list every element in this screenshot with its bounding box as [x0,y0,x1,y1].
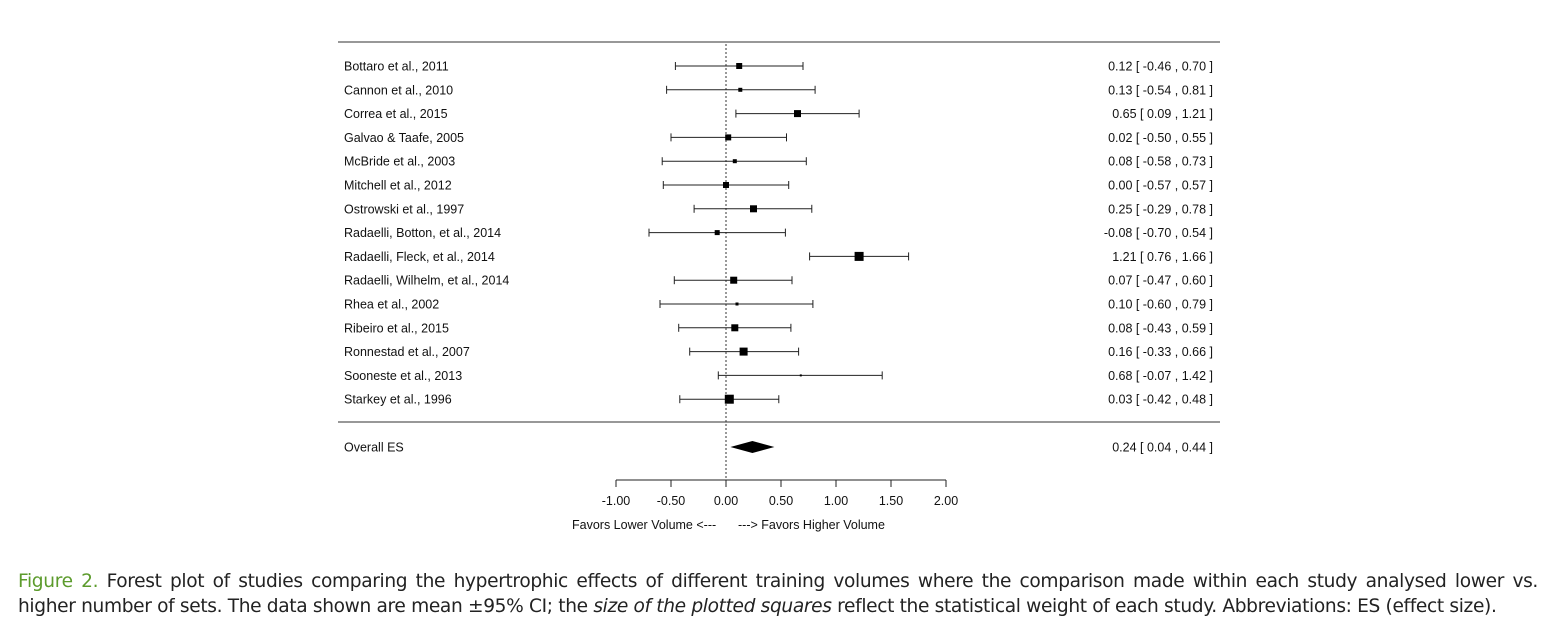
effect-square [725,134,732,141]
study-label: Starkey et al., 1996 [344,393,452,407]
effect-square [799,374,802,377]
effect-square [794,110,801,118]
effect-square [730,276,738,284]
x-tick-label: -1.00 [602,494,631,508]
study-label: McBride et al., 2003 [344,155,455,169]
study-label: Ostrowski et al., 1997 [344,202,464,216]
study-label: Galvao & Taafe, 2005 [344,131,464,145]
effect-ci-text: 0.03 [ -0.42 , 0.48 ] [1108,393,1213,407]
effect-square [854,251,864,261]
effect-ci-text: 0.65 [ 0.09 , 1.21 ] [1112,107,1213,121]
effect-ci-text: 0.25 [ -0.29 , 0.78 ] [1108,202,1213,216]
effect-square [724,394,734,404]
x-tick-label: -0.50 [657,494,686,508]
study-label: Bottaro et al., 2011 [344,60,449,74]
overall-label: Overall ES [344,441,404,455]
overall-diamond [730,441,775,453]
study-label: Sooneste et al., 2013 [344,369,462,383]
figure-caption: Figure 2. Forest plot of studies compari… [18,569,1538,619]
effect-square [736,63,743,69]
effect-square [714,230,720,236]
x-annotation-left: Favors Lower Volume <--- [572,518,716,532]
study-label: Ribeiro et al., 2015 [344,321,449,335]
effect-ci-text: 0.16 [ -0.33 , 0.66 ] [1108,345,1213,359]
x-tick-label: 1.50 [879,494,903,508]
effect-square [735,302,739,306]
figure-label: Figure 2. [18,571,99,592]
effect-ci-text: 0.08 [ -0.43 , 0.59 ] [1108,321,1213,335]
study-label: Radaelli, Fleck, et al., 2014 [344,250,495,264]
x-annotation-right: ---> Favors Higher Volume [738,518,885,532]
effect-ci-text: 0.08 [ -0.58 , 0.73 ] [1108,155,1213,169]
caption-emphasis: size of the plotted squares [593,596,832,617]
x-tick-label: 0.00 [714,494,738,508]
effect-ci-text: 1.21 [ 0.76 , 1.66 ] [1112,250,1213,264]
caption-line-2b: reflect the statistical weight of each s… [831,596,1497,617]
effect-ci-text: -0.08 [ -0.70 , 0.54 ] [1104,226,1213,240]
forest-plot: Bottaro et al., 2011 0.12 [ -0.46 , 0.70 … [338,41,1220,532]
effect-square [731,324,739,332]
study-label: Radaelli, Botton, et al., 2014 [344,226,501,240]
effect-square [732,159,737,164]
effect-ci-text: 0.13 [ -0.54 , 0.81 ] [1108,83,1213,97]
caption-line-2a: higher number of sets. The data shown ar… [18,596,594,617]
effect-ci-text: 0.10 [ -0.60 , 0.79 ] [1108,298,1213,312]
x-tick-label: 0.50 [769,494,793,508]
effect-ci-text: 0.07 [ -0.47 , 0.60 ] [1108,274,1213,288]
caption-line-1: Forest plot of studies comparing the hyp… [106,571,1539,592]
effect-ci-text: 0.12 [ -0.46 , 0.70 ] [1108,60,1213,74]
effect-ci-text: 0.02 [ -0.50 , 0.55 ] [1108,131,1213,145]
x-tick-label: 2.00 [934,494,958,508]
study-label: Correa et al., 2015 [344,107,448,121]
overall-text: 0.24 [ 0.04 , 0.44 ] [1112,441,1213,455]
x-tick-label: 1.00 [824,494,848,508]
study-label: Cannon et al., 2010 [344,83,453,97]
effect-square [750,205,757,213]
effect-square [739,347,748,356]
effect-ci-text: 0.00 [ -0.57 , 0.57 ] [1108,179,1213,193]
effect-ci-text: 0.68 [ -0.07 , 1.42 ] [1108,369,1213,383]
study-label: Mitchell et al., 2012 [344,179,452,193]
study-label: Radaelli, Wilhelm, et al., 2014 [344,274,509,288]
effect-square [723,182,729,188]
effect-square [738,87,743,92]
study-label: Ronnestad et al., 2007 [344,345,470,359]
study-label: Rhea et al., 2002 [344,298,439,312]
